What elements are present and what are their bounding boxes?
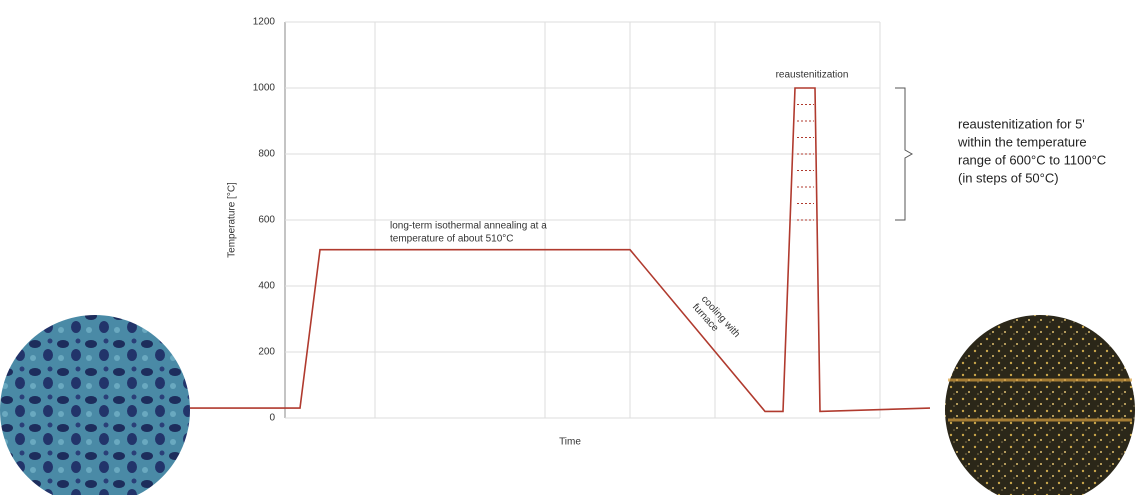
y-tick-label: 0 bbox=[269, 413, 275, 424]
y-tick-label: 200 bbox=[258, 347, 275, 358]
chart: Temperature [°C] Time long-term isotherm… bbox=[0, 0, 1146, 495]
annotation: long-term isothermal annealing at a bbox=[390, 221, 547, 232]
temperature-profile bbox=[190, 88, 930, 411]
note: range of 600°C to 1100°C bbox=[958, 152, 1106, 167]
annotation: reaustenitization bbox=[776, 70, 849, 81]
note: (in steps of 50°C) bbox=[958, 170, 1059, 185]
note: reaustenitization for 5' bbox=[958, 116, 1085, 131]
y-tick-label: 1000 bbox=[253, 83, 276, 94]
annotation: temperature of about 510°C bbox=[390, 234, 514, 245]
y-tick-label: 800 bbox=[258, 149, 275, 160]
y-axis-label: Temperature [°C] bbox=[227, 182, 238, 258]
y-tick-label: 1200 bbox=[253, 17, 276, 28]
y-tick-label: 600 bbox=[258, 215, 275, 226]
note: within the temperature bbox=[957, 134, 1087, 149]
micrograph-initial bbox=[0, 315, 190, 495]
range-brace bbox=[895, 88, 912, 220]
page: {"chart_data": { "type": "line", "y_labe… bbox=[0, 0, 1146, 495]
y-tick-label: 400 bbox=[258, 281, 275, 292]
micrograph-final bbox=[945, 315, 1135, 495]
x-axis-label: Time bbox=[559, 437, 581, 448]
